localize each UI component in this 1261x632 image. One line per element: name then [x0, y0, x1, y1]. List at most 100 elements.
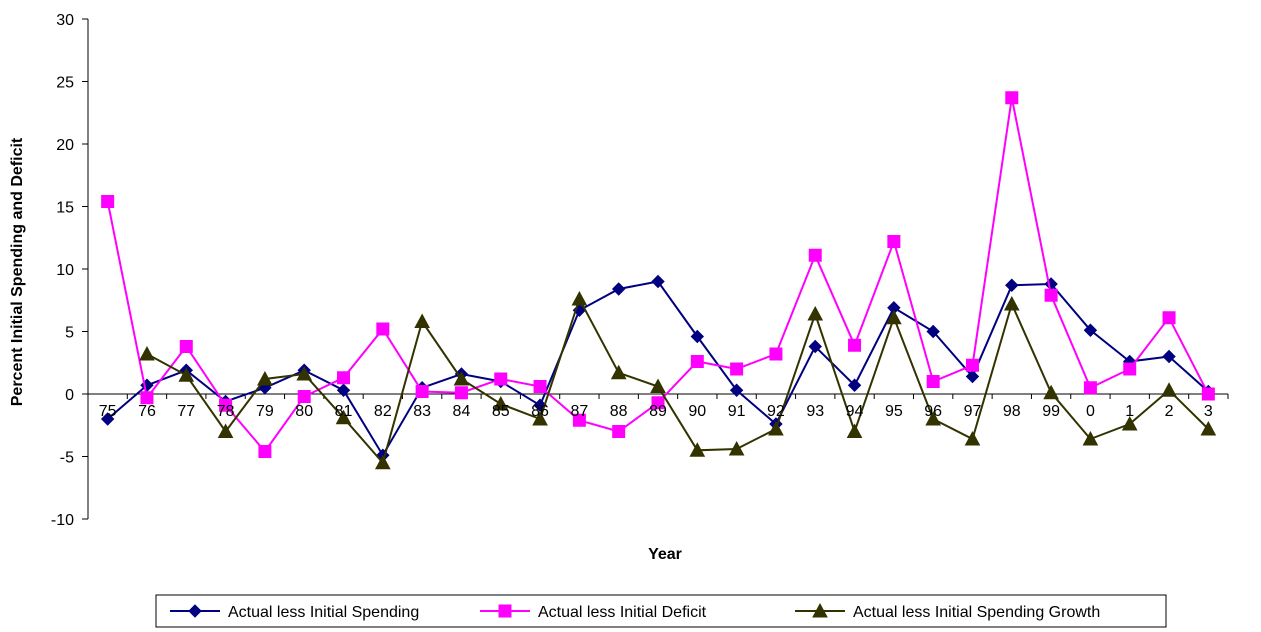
data-point: [533, 380, 547, 393]
y-tick-label: 15: [56, 200, 74, 217]
data-point: [1082, 430, 1099, 446]
data-point: [454, 386, 468, 400]
series-1: [100, 274, 1216, 462]
data-point: [335, 409, 352, 425]
series-2: [101, 91, 1215, 458]
x-tick-label: 95: [885, 403, 903, 420]
data-point: [848, 338, 862, 352]
series-line: [146, 296, 1210, 465]
legend: Actual less Initial Spending Actual less …: [155, 594, 1167, 628]
data-point: [178, 367, 195, 382]
data-point: [886, 309, 902, 325]
legend-item-2: Actual less Initial Deficit: [480, 604, 707, 621]
legend-item-3: Actual less Initial Spending Growth: [795, 602, 1100, 621]
data-point: [414, 313, 430, 328]
x-tick-label: 88: [610, 403, 628, 420]
data-point: [532, 410, 548, 426]
x-tick-label: 76: [138, 403, 156, 420]
data-point: [808, 248, 822, 262]
data-point: [689, 442, 706, 457]
data-point: [847, 378, 862, 392]
x-tick-label: 80: [295, 403, 313, 420]
y-tick-label: 0: [65, 387, 74, 404]
data-point: [297, 390, 311, 403]
data-point: [925, 410, 942, 426]
x-tick-label: 75: [99, 403, 117, 420]
y-tick-label: -5: [60, 450, 74, 467]
data-point: [101, 195, 115, 208]
data-point: [1161, 382, 1177, 397]
legend-label: Actual less Initial Spending Growth: [853, 604, 1100, 621]
legend-label: Actual less Initial Deficit: [538, 604, 707, 621]
data-point: [887, 235, 901, 248]
x-tick-label: 85: [492, 403, 510, 420]
x-tick-label: 94: [846, 403, 864, 420]
data-point: [690, 355, 704, 368]
legend-label: Actual less Initial Spending: [228, 604, 419, 621]
x-tick-label: 99: [1042, 403, 1060, 420]
y-tick-label: 5: [65, 325, 74, 342]
x-tick-label: 81: [335, 403, 353, 420]
data-point: [219, 398, 233, 412]
data-point: [651, 274, 665, 289]
data-point: [965, 369, 980, 384]
data-point: [1121, 415, 1138, 431]
data-point: [650, 378, 666, 393]
data-point: [807, 305, 824, 321]
legend-box: [155, 594, 1167, 628]
legend-marker: [812, 602, 828, 618]
data-point: [571, 290, 588, 306]
data-point: [572, 413, 586, 427]
data-point: [1044, 288, 1058, 302]
data-point: [337, 371, 351, 385]
x-tick-label: 1: [1125, 403, 1134, 420]
x-tick-label: 3: [1204, 403, 1213, 420]
data-point: [336, 383, 351, 397]
x-axis-title: Year: [648, 546, 682, 563]
series-line: [107, 280, 1209, 458]
data-point: [415, 385, 429, 398]
y-tick-label: 20: [56, 137, 74, 154]
data-point: [1162, 311, 1176, 325]
data-point: [729, 383, 744, 397]
data-point: [926, 324, 940, 339]
x-tick-label: 89: [649, 403, 667, 420]
data-point: [1083, 323, 1098, 337]
x-tick-label: 92: [767, 403, 785, 420]
data-point: [139, 345, 155, 361]
x-tick-label: 90: [688, 403, 706, 420]
x-tick-label: 91: [728, 403, 746, 420]
data-point: [100, 412, 115, 426]
data-point: [965, 358, 979, 372]
data-point: [376, 322, 390, 336]
x-tick-label: 0: [1086, 403, 1095, 420]
data-point: [1005, 278, 1019, 292]
x-tick-label: 84: [453, 403, 471, 420]
x-tick-label: 86: [531, 403, 549, 420]
data-point: [179, 340, 193, 353]
data-point: [769, 347, 783, 361]
y-tick-label: 30: [56, 12, 74, 29]
data-point: [296, 365, 313, 381]
y-axis-title: Percent Initial Spending and Deficit: [9, 137, 26, 406]
x-tick-label: 96: [924, 403, 942, 420]
data-point: [728, 440, 745, 456]
x-tick-label: 2: [1165, 403, 1174, 420]
data-point: [140, 391, 154, 405]
x-tick-label: 93: [806, 403, 824, 420]
x-tick-label: 97: [964, 403, 982, 420]
data-point: [730, 362, 744, 376]
x-tick-label: 82: [374, 403, 392, 420]
y-tick-label: -10: [51, 512, 74, 529]
data-point: [808, 339, 822, 354]
data-point: [492, 395, 509, 411]
data-point: [258, 445, 272, 458]
data-point: [926, 375, 940, 388]
data-point: [610, 364, 627, 380]
data-point: [1200, 420, 1217, 436]
series-layer: [100, 91, 1217, 470]
data-point: [1003, 295, 1020, 311]
x-tick-label: 83: [413, 403, 431, 420]
y-tick-label: 10: [56, 262, 74, 279]
